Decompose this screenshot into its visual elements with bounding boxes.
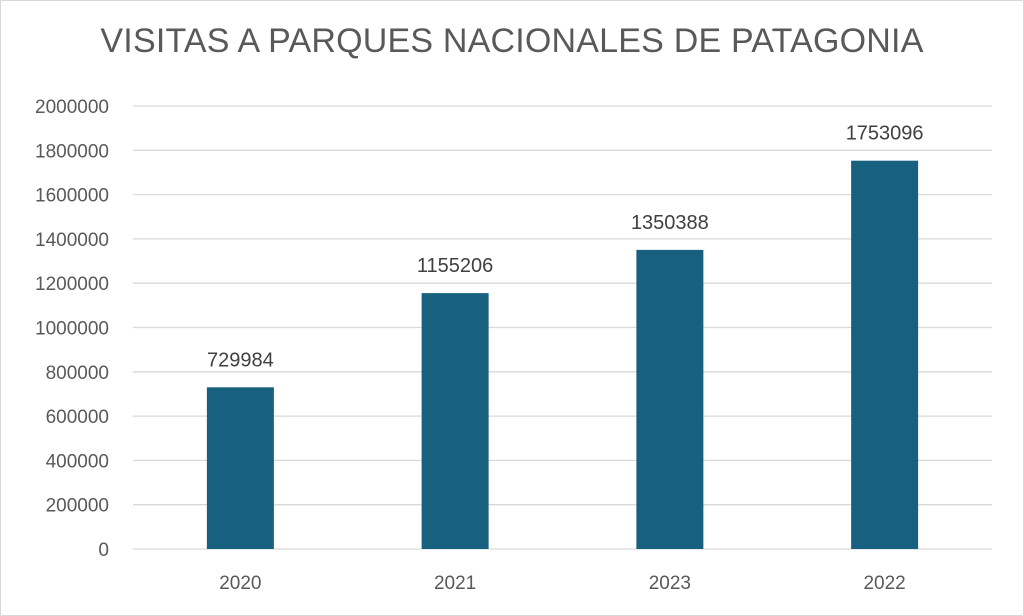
y-tick-label: 200000	[46, 496, 109, 517]
y-tick-label: 1800000	[35, 141, 109, 162]
y-tick-label: 0	[98, 540, 109, 561]
y-tick-label: 2000000	[35, 97, 109, 118]
x-axis-ticks: 2020 2021 2023 2022	[219, 573, 906, 594]
y-tick-label: 1600000	[35, 186, 109, 207]
bar-2020	[206, 387, 274, 549]
y-tick-label: 600000	[46, 407, 109, 428]
data-label-2022: 1753096	[846, 123, 924, 145]
y-axis-ticks: 0 200000 400000 600000 800000 1000000 1200000 1…	[35, 97, 109, 561]
y-tick-label: 800000	[46, 363, 109, 384]
y-tick-label: 1200000	[35, 274, 109, 295]
bar-2023	[636, 249, 704, 550]
x-tick-label-2020: 2020	[219, 573, 261, 594]
chart-title: VISITAS A PARQUES NACIONALES DE PATAGONI…	[100, 22, 924, 60]
data-labels: 729984 1155206 1350388 1753096	[207, 123, 924, 372]
y-tick-label: 400000	[46, 451, 109, 472]
bars	[206, 160, 919, 550]
bar-2021	[421, 293, 489, 549]
y-tick-label: 1000000	[35, 319, 109, 340]
data-label-2023: 1350388	[631, 212, 709, 234]
gridlines	[133, 105, 992, 550]
x-tick-label-2023: 2023	[649, 573, 691, 594]
y-tick-label: 1400000	[35, 230, 109, 251]
data-label-2021: 1155206	[417, 255, 493, 277]
data-label-2020: 729984	[207, 349, 274, 371]
x-tick-label-2022: 2022	[863, 573, 905, 594]
x-tick-label-2021: 2021	[434, 573, 476, 594]
bar-2022	[851, 160, 919, 549]
